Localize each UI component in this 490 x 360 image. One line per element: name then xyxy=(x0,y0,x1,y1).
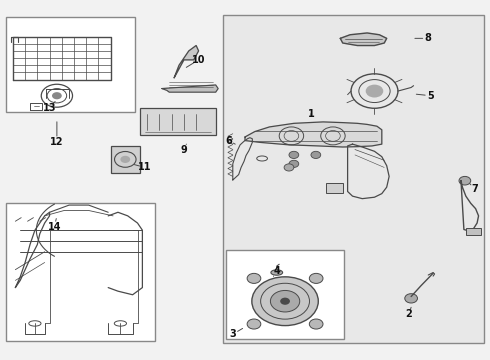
Circle shape xyxy=(121,156,130,163)
Text: 2: 2 xyxy=(405,310,412,319)
Polygon shape xyxy=(162,85,218,92)
Circle shape xyxy=(247,319,261,329)
Bar xyxy=(5,203,155,341)
Bar xyxy=(466,228,481,234)
Bar xyxy=(326,183,343,193)
Bar xyxy=(5,17,135,112)
Circle shape xyxy=(52,92,62,99)
Circle shape xyxy=(309,273,323,283)
Bar xyxy=(226,249,343,339)
Circle shape xyxy=(247,273,261,283)
Text: 6: 6 xyxy=(225,136,232,145)
Bar xyxy=(140,108,216,135)
Circle shape xyxy=(270,291,300,312)
Circle shape xyxy=(309,319,323,329)
Ellipse shape xyxy=(271,270,283,275)
Text: 3: 3 xyxy=(229,329,236,339)
Circle shape xyxy=(284,164,294,171)
Circle shape xyxy=(280,298,290,305)
Text: 12: 12 xyxy=(50,137,64,147)
Circle shape xyxy=(311,151,321,158)
Circle shape xyxy=(405,294,417,303)
Text: 11: 11 xyxy=(138,162,151,172)
Polygon shape xyxy=(340,33,387,45)
Polygon shape xyxy=(245,122,382,147)
Text: 7: 7 xyxy=(471,184,478,194)
Circle shape xyxy=(289,151,299,158)
Polygon shape xyxy=(174,45,198,78)
Text: 1: 1 xyxy=(308,109,315,119)
Circle shape xyxy=(289,160,299,167)
Circle shape xyxy=(252,277,318,325)
Text: 4: 4 xyxy=(273,266,280,276)
Text: 9: 9 xyxy=(180,144,187,154)
Circle shape xyxy=(366,85,383,98)
Bar xyxy=(223,15,485,343)
Bar xyxy=(111,146,140,173)
Text: 5: 5 xyxy=(427,91,434,101)
Text: 10: 10 xyxy=(192,55,205,65)
Text: 14: 14 xyxy=(48,222,61,231)
Circle shape xyxy=(459,176,471,185)
Text: 13: 13 xyxy=(43,103,56,113)
Text: 8: 8 xyxy=(425,33,432,43)
